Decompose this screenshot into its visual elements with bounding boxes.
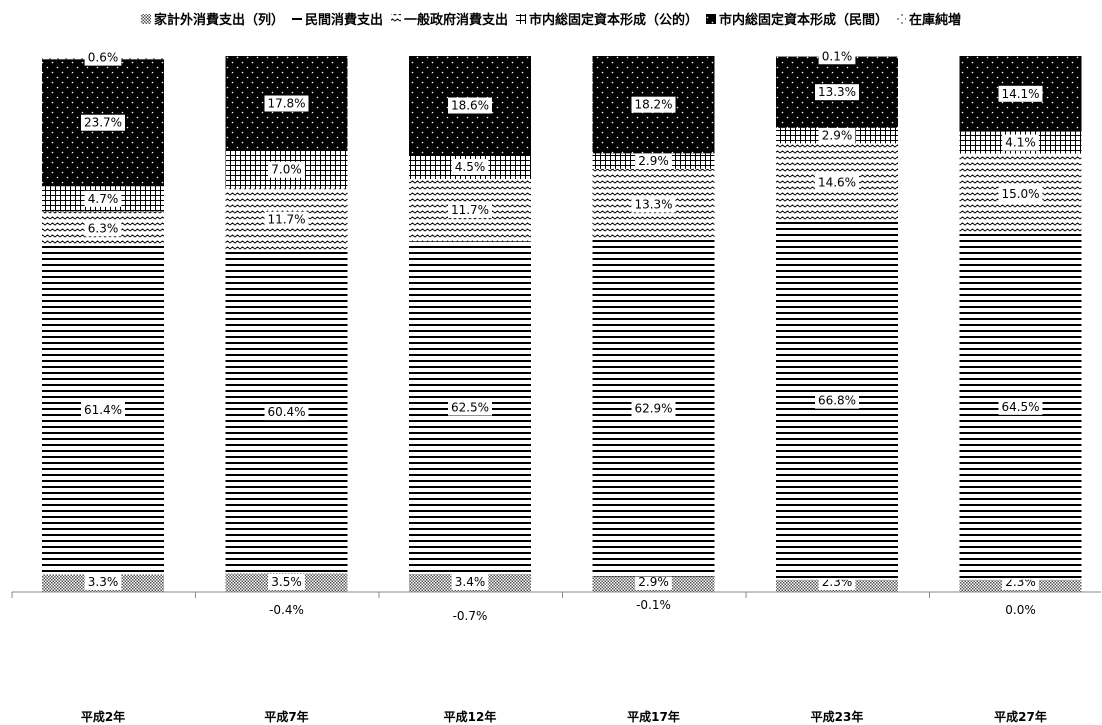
bar-stack: 3.3% 61.4% 6.3% 4.7% 23.7% 0.6%: [42, 49, 164, 592]
data-label: 4.5%: [455, 160, 486, 174]
data-label: 7.0%: [271, 163, 302, 177]
data-label-box: [635, 153, 672, 170]
data-label: 62.9%: [634, 401, 672, 415]
data-label-box: [81, 401, 125, 418]
data-label: 2.9%: [822, 129, 853, 143]
bar-stack: 3.5% 60.4% 11.7% 7.0% 17.8% -0.4%: [225, 56, 348, 617]
data-label: 4.1%: [1005, 136, 1036, 150]
data-label: 15.0%: [1001, 187, 1039, 201]
legend-swatch: [391, 14, 401, 24]
data-label: -0.7%: [453, 609, 488, 623]
data-label: 18.2%: [634, 98, 672, 112]
legend-swatch: [706, 14, 716, 24]
data-label-box: [84, 49, 122, 66]
x-tick-label: 平成17年: [627, 709, 680, 724]
data-label-box: [448, 202, 492, 219]
data-label: 0.6%: [88, 51, 119, 65]
bar-stack: 2.3%66.8%14.6%2.9%13.3%0.1%: [776, 48, 898, 592]
data-label: 0.1%: [822, 49, 853, 63]
legend-swatch: [516, 14, 526, 24]
x-tick-label: 平成12年: [444, 709, 497, 724]
data-label-box: [264, 404, 309, 421]
data-label-box: [815, 84, 859, 101]
data-label: 4.7%: [88, 192, 119, 206]
data-label: 18.6%: [451, 99, 489, 113]
data-label-box: [448, 97, 492, 114]
legend-item: 民間消費支出: [292, 12, 383, 28]
data-label-box: [998, 85, 1043, 102]
legend-item: 一般政府消費支出: [391, 12, 508, 28]
legend-item: 市内総固定資本形成（公的）: [516, 12, 698, 28]
x-tick-label: 平成7年: [264, 709, 308, 724]
data-label: -0.1%: [636, 598, 671, 612]
data-label-box: [815, 174, 859, 191]
bar-stack: 2.3%64.5%15.0%4.1%14.1%0.0%: [959, 56, 1082, 617]
data-label: 3.4%: [455, 575, 486, 589]
legend-label: 市内総固定資本形成（民間）: [719, 12, 888, 28]
data-label-box: [264, 211, 309, 228]
data-label-box: [631, 96, 676, 113]
legend-swatch: [896, 14, 906, 24]
legend-swatch: [141, 14, 151, 24]
data-label-box: [1002, 134, 1039, 151]
data-label-box: [268, 161, 305, 178]
data-label-box: [631, 400, 676, 417]
data-label: -0.4%: [269, 603, 304, 617]
bar-stack: 3.4% 62.5% 11.7% 4.5% 18.6% -0.7%: [409, 56, 531, 623]
data-label: 66.8%: [818, 394, 856, 408]
legend-item: 市内総固定資本形成（民間）: [706, 12, 888, 28]
data-label: 13.3%: [818, 85, 856, 99]
data-label: 13.3%: [634, 197, 672, 211]
legend-label: 民間消費支出: [305, 12, 383, 28]
legend-label: 在庫純増: [909, 12, 961, 28]
data-label-box: [451, 158, 489, 175]
data-label: 11.7%: [267, 213, 305, 227]
data-label-box: [451, 574, 489, 590]
data-label: 17.8%: [267, 97, 305, 111]
legend-item: 家計外消費支出（列）: [141, 12, 284, 28]
data-label: 3.5%: [271, 575, 302, 589]
data-label: 14.6%: [818, 175, 856, 189]
data-label-box: [84, 574, 122, 590]
data-label: 62.5%: [451, 401, 489, 415]
data-label-box: [998, 185, 1043, 202]
data-label: 11.7%: [451, 203, 489, 217]
x-tick-label: 平成27年: [994, 709, 1047, 724]
data-label: 60.4%: [267, 405, 305, 419]
legend-label: 家計外消費支出（列）: [154, 12, 284, 28]
data-label: 64.5%: [1001, 400, 1039, 414]
bar-stack: 2.9% 62.9% 13.3% 2.9% 18.2% -0.1%: [592, 56, 715, 612]
x-axis: 平成2年 平成7年 平成12年 平成17年 平成23年 平成27年: [11, 591, 1101, 724]
legend: 家計外消費支出（列） 民間消費支出 一般政府消費支出 市内総固定資本形成（公的） 市内総…: [141, 12, 961, 28]
data-label: 14.1%: [1001, 87, 1039, 101]
data-label-box: [84, 220, 122, 237]
data-label-box: [448, 399, 492, 416]
bars: 3.3% 61.4% 6.3% 4.7% 23.7% 0.6% 3.5% 60.4% 11.7%…: [42, 48, 1082, 623]
data-label: 2.9%: [638, 575, 669, 589]
data-label-box: [818, 127, 856, 144]
legend-label: 一般政府消費支出: [404, 12, 508, 28]
data-label-box: [268, 574, 305, 590]
data-label-box: [81, 114, 125, 131]
data-label: 0.0%: [1005, 603, 1036, 617]
data-label-box: [818, 48, 856, 65]
data-label: 3.3%: [88, 575, 119, 589]
data-label-box: [815, 392, 859, 409]
data-label: 2.9%: [638, 154, 669, 168]
data-label: 61.4%: [84, 403, 122, 417]
legend-item: 在庫純増: [896, 12, 961, 28]
data-label-box: [998, 398, 1043, 415]
data-label-box: [631, 196, 676, 213]
x-tick-label: 平成23年: [811, 709, 864, 724]
data-label-box: [84, 190, 122, 207]
data-label-box: [635, 574, 672, 590]
data-label: 6.3%: [88, 221, 119, 235]
x-tick-label: 平成2年: [81, 709, 125, 724]
legend-label: 市内総固定資本形成（公的）: [529, 12, 698, 28]
data-label: 23.7%: [84, 116, 122, 130]
data-label-box: [264, 95, 309, 112]
legend-swatch: [292, 14, 302, 24]
